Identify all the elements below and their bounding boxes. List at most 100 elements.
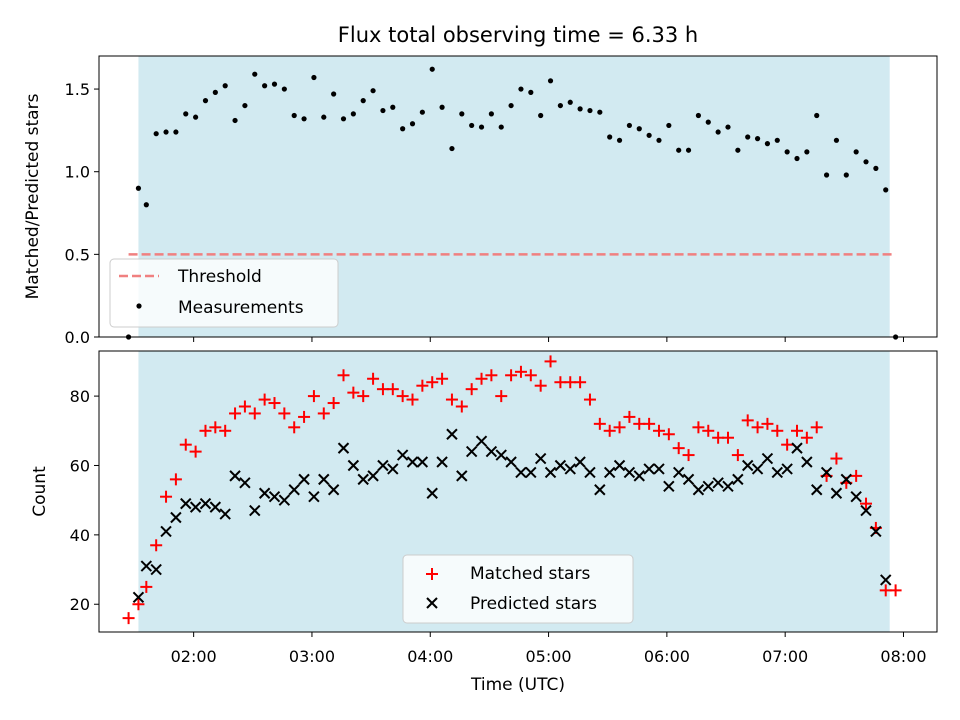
measurement-point [843, 172, 849, 178]
measurement-point [360, 98, 366, 104]
predicted-star-point [387, 463, 399, 475]
matched-star-point [416, 379, 429, 392]
predicted-star-point [337, 442, 350, 454]
predicted-star-point [751, 463, 764, 475]
measurement-point [459, 111, 465, 117]
matched-star-point [731, 449, 744, 462]
predicted-star-point [515, 466, 527, 479]
legend-matched-swatch [426, 568, 438, 580]
predicted-star-point [456, 470, 468, 482]
matched-star-point [150, 539, 163, 552]
matched-star-point [132, 598, 145, 611]
measurement-point [449, 145, 455, 152]
measurement-point [508, 102, 514, 109]
measurement-point [587, 107, 593, 114]
predicted-star-point [761, 452, 774, 465]
measurement-point [291, 112, 297, 119]
x-tick-label: 08:00 [880, 647, 926, 666]
measurement-point [380, 107, 386, 114]
legend-threshold-label: Threshold [177, 267, 262, 287]
y-tick-label: 1.0 [65, 163, 90, 182]
matched-star-point [583, 393, 596, 406]
predicted-star-point [318, 473, 330, 486]
predicted-star-point [544, 466, 557, 479]
legend-predicted-swatch [426, 597, 438, 609]
predicted-star-point [308, 490, 320, 503]
measurement-point [518, 86, 524, 92]
predicted-star-point [613, 459, 626, 472]
matched-star-point [613, 421, 626, 434]
y-tick-label: 80 [70, 387, 90, 406]
measurement-point [439, 104, 445, 110]
measurement-point [183, 111, 189, 117]
matched-star-point [199, 424, 212, 437]
measurement-point [853, 149, 859, 155]
measurement-point [646, 132, 652, 138]
bottom-y-axis-label: Count [30, 466, 50, 517]
measurement-point [193, 114, 199, 120]
chart-title: Flux total observing time = 6.33 h [338, 23, 698, 47]
predicted-star-point [475, 435, 488, 447]
measurement-point [153, 131, 159, 137]
matched-star-point [248, 407, 261, 420]
matched-star-point [357, 390, 370, 403]
predicted-star-point [180, 497, 192, 510]
measurement-point [488, 111, 494, 117]
measurement-point [173, 129, 179, 135]
measurement-point [281, 86, 287, 92]
measurement-point [331, 91, 337, 97]
predicted-star-point [633, 470, 645, 482]
predicted-star-point [436, 456, 448, 468]
measurement-point [547, 78, 554, 84]
predicted-star-point [811, 484, 823, 496]
predicted-star-point [534, 452, 547, 465]
measurement-point [676, 147, 682, 153]
matched-star-point [367, 372, 380, 385]
predicted-star-point [584, 466, 596, 479]
x-tick-label: 03:00 [289, 647, 335, 666]
matched-star-point [574, 376, 587, 389]
matched-star-point [860, 497, 873, 510]
predicted-star-point [189, 501, 202, 513]
measurement-point [636, 126, 642, 132]
predicted-star-point [732, 473, 744, 486]
predicted-star-point [132, 591, 145, 604]
measurement-point [715, 129, 721, 135]
predicted-star-point [258, 487, 271, 499]
predicted-star-point [712, 477, 724, 489]
predicted-star-point [870, 525, 882, 538]
measurement-point [814, 112, 820, 119]
legend-measurements-label: Measurements [178, 298, 304, 318]
predicted-star-point [416, 456, 429, 468]
matched-star-point [258, 393, 271, 406]
measurement-point [774, 137, 780, 143]
measurement-point [390, 104, 396, 110]
top-x-ticks [193, 337, 904, 342]
matched-star-point [524, 369, 537, 382]
matched-star-point [534, 379, 547, 392]
measurement-point [400, 126, 406, 132]
legend-matched-label: Matched stars [470, 564, 590, 584]
measurement-point [143, 202, 149, 208]
predicted-star-point [465, 445, 478, 458]
matched-star-point [406, 393, 419, 406]
predicted-star-point [268, 490, 281, 503]
measurement-point [262, 83, 268, 89]
predicted-star-point [160, 525, 172, 538]
predicted-star-point [426, 487, 438, 499]
x-tick-label: 05:00 [526, 647, 572, 666]
matched-star-point [544, 355, 557, 368]
measurement-point [419, 109, 425, 115]
predicted-star-point [239, 477, 251, 489]
predicted-star-point [347, 459, 360, 472]
predicted-star-point [278, 494, 291, 506]
predicted-star-point [840, 473, 853, 486]
matched-star-point [317, 407, 330, 420]
predicted-star-point [377, 459, 389, 472]
measurement-point [222, 83, 228, 89]
predicted-star-point [653, 463, 665, 475]
measurement-point [567, 99, 573, 105]
measurement-point [212, 89, 218, 95]
matched-star-point [179, 438, 192, 451]
measurement-point [754, 136, 761, 142]
